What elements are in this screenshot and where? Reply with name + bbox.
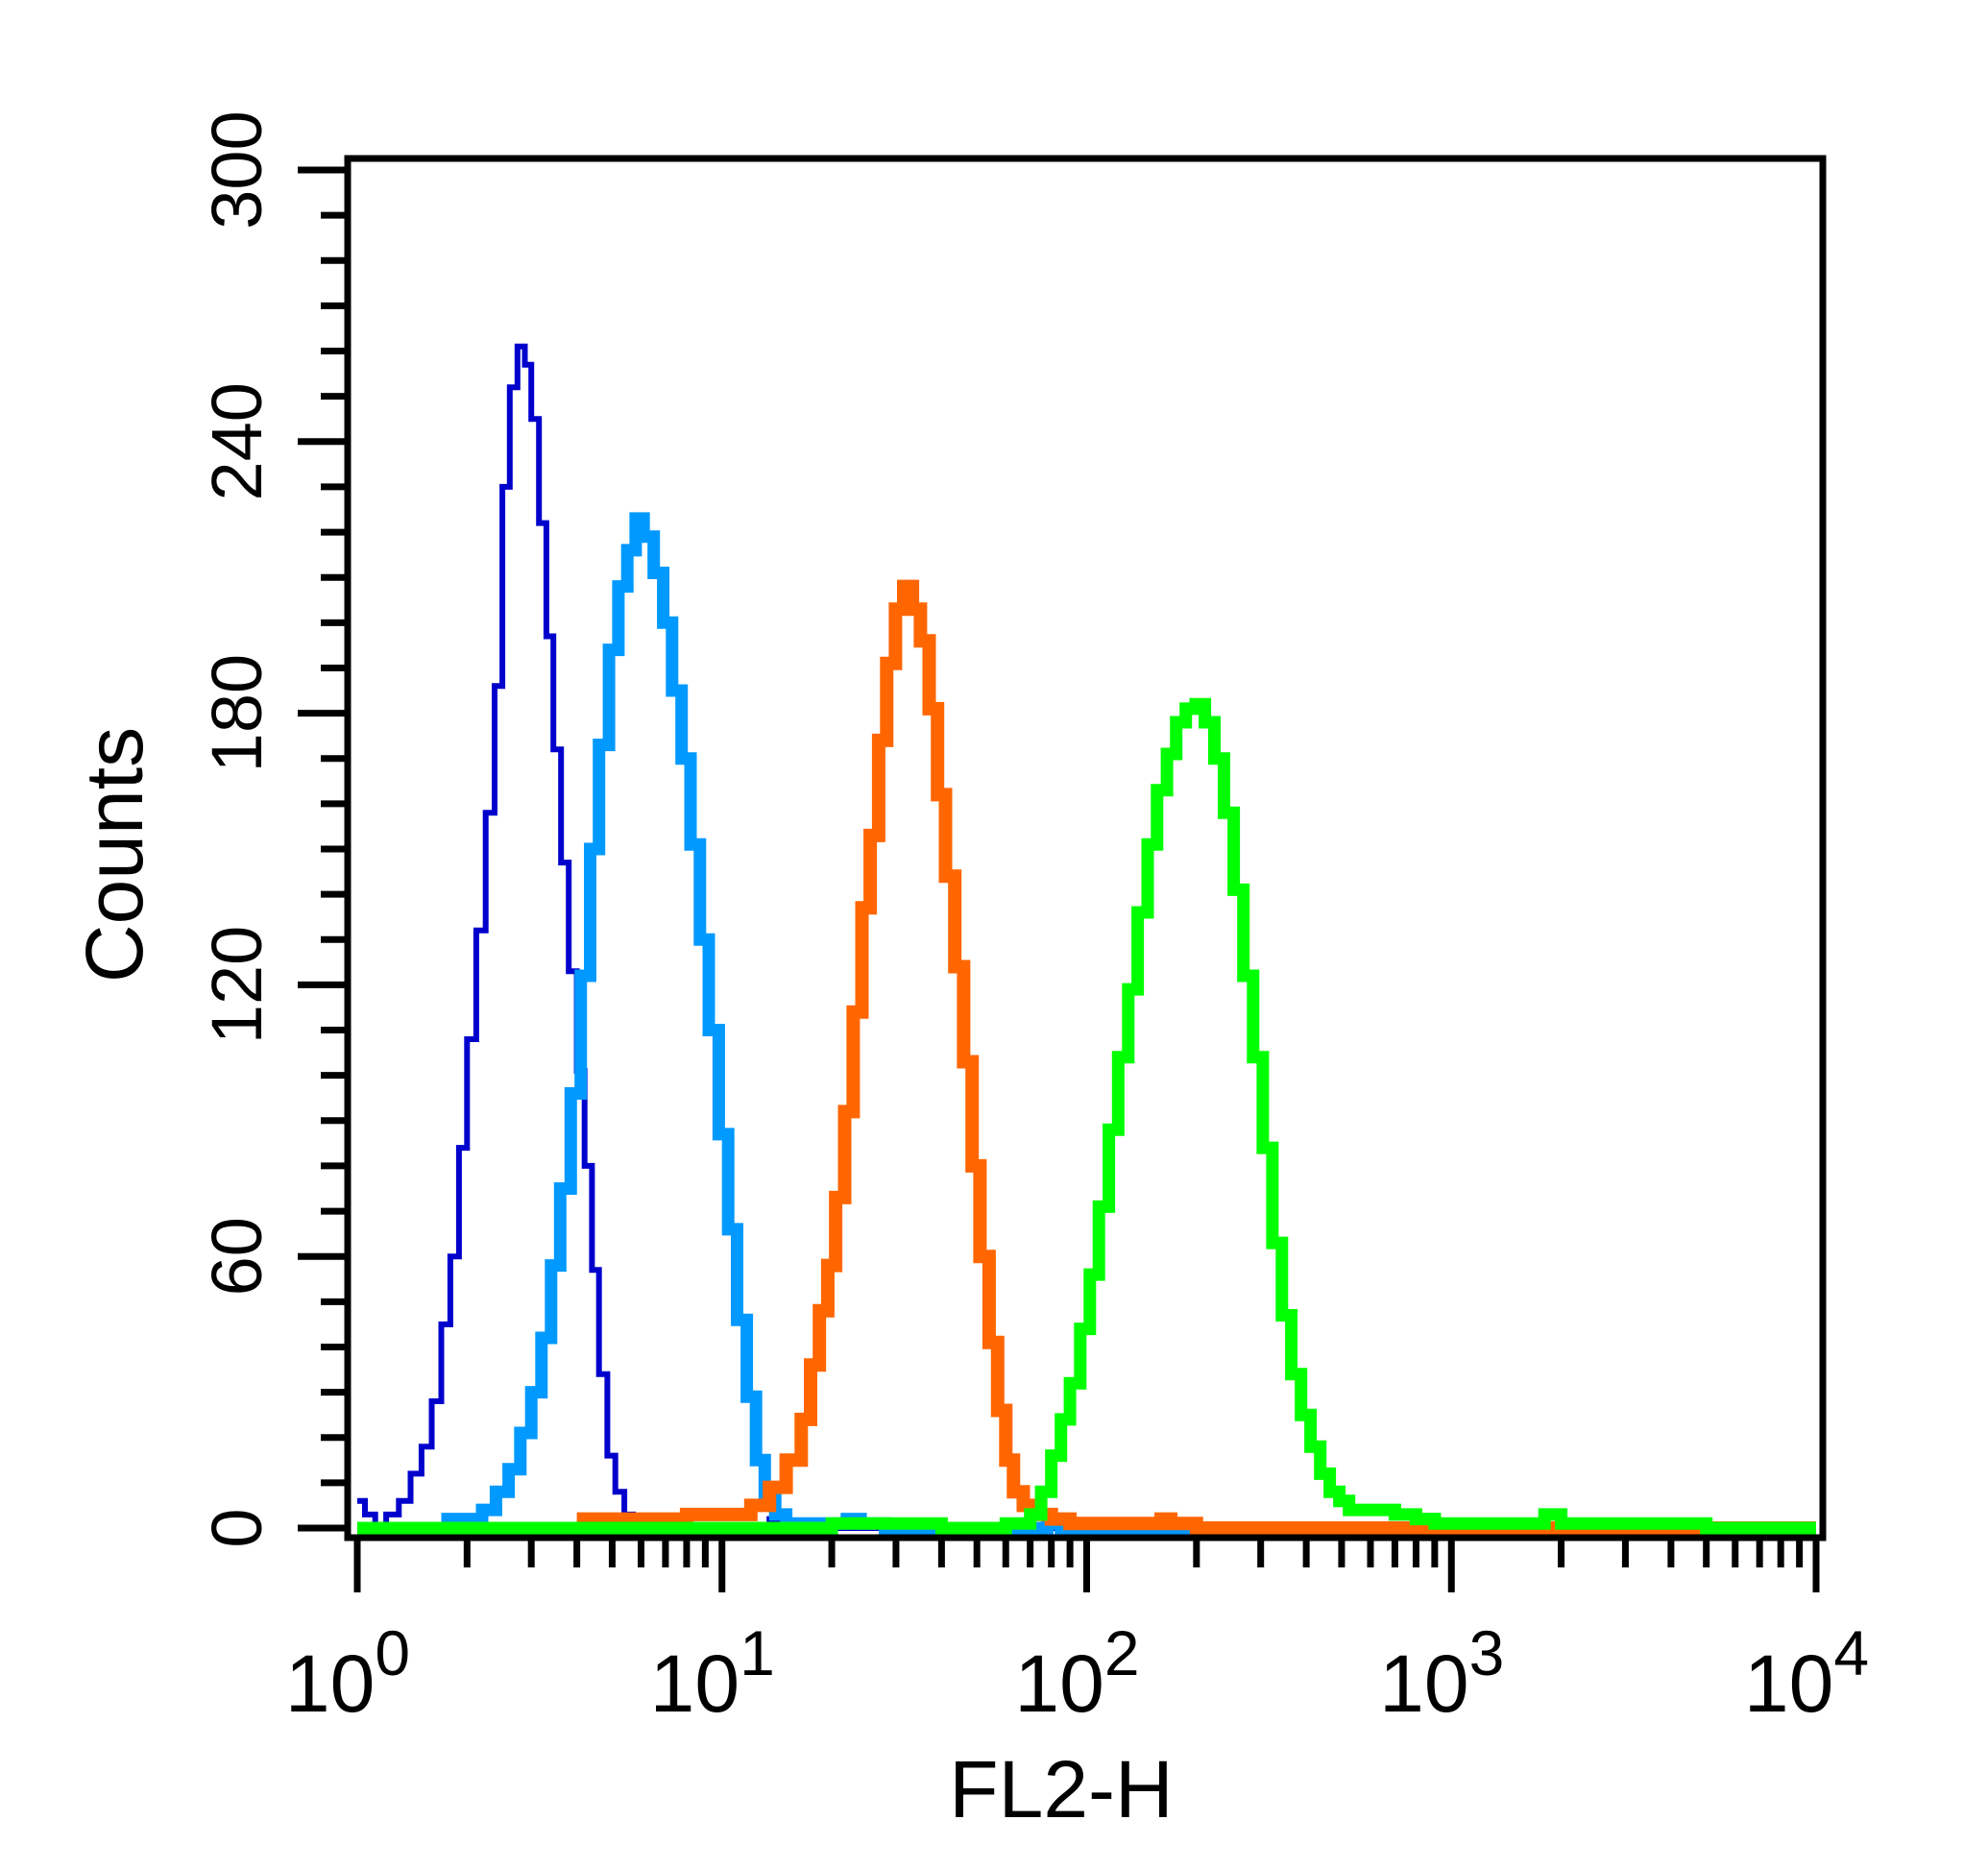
y-tick-label: 240 (197, 382, 277, 500)
histogram-series-1 (357, 343, 1816, 1531)
x-axis-label: FL2-H (949, 1744, 1173, 1834)
histogram-series-4 (357, 697, 1816, 1535)
y-axis: 0 60 120 180 240 300 (197, 110, 348, 1548)
x-tick-label: 100 (285, 1617, 410, 1729)
y-tick-label: 60 (197, 1217, 277, 1296)
histogram-series-3 (576, 579, 1816, 1535)
x-tick-label: 104 (1744, 1617, 1869, 1729)
y-tick-label: 300 (197, 110, 277, 229)
y-tick-label: 0 (197, 1508, 277, 1547)
x-tick-label: 102 (1014, 1617, 1139, 1729)
y-tick-label: 120 (197, 926, 277, 1044)
histogram-series-layer (357, 343, 1816, 1535)
y-axis-label: Counts (69, 727, 159, 983)
x-tick-label: 101 (650, 1617, 775, 1729)
y-tick-label: 180 (197, 654, 277, 772)
x-tick-label: 103 (1379, 1617, 1504, 1729)
x-axis: 100 101 102 103 104 (285, 1538, 1869, 1729)
